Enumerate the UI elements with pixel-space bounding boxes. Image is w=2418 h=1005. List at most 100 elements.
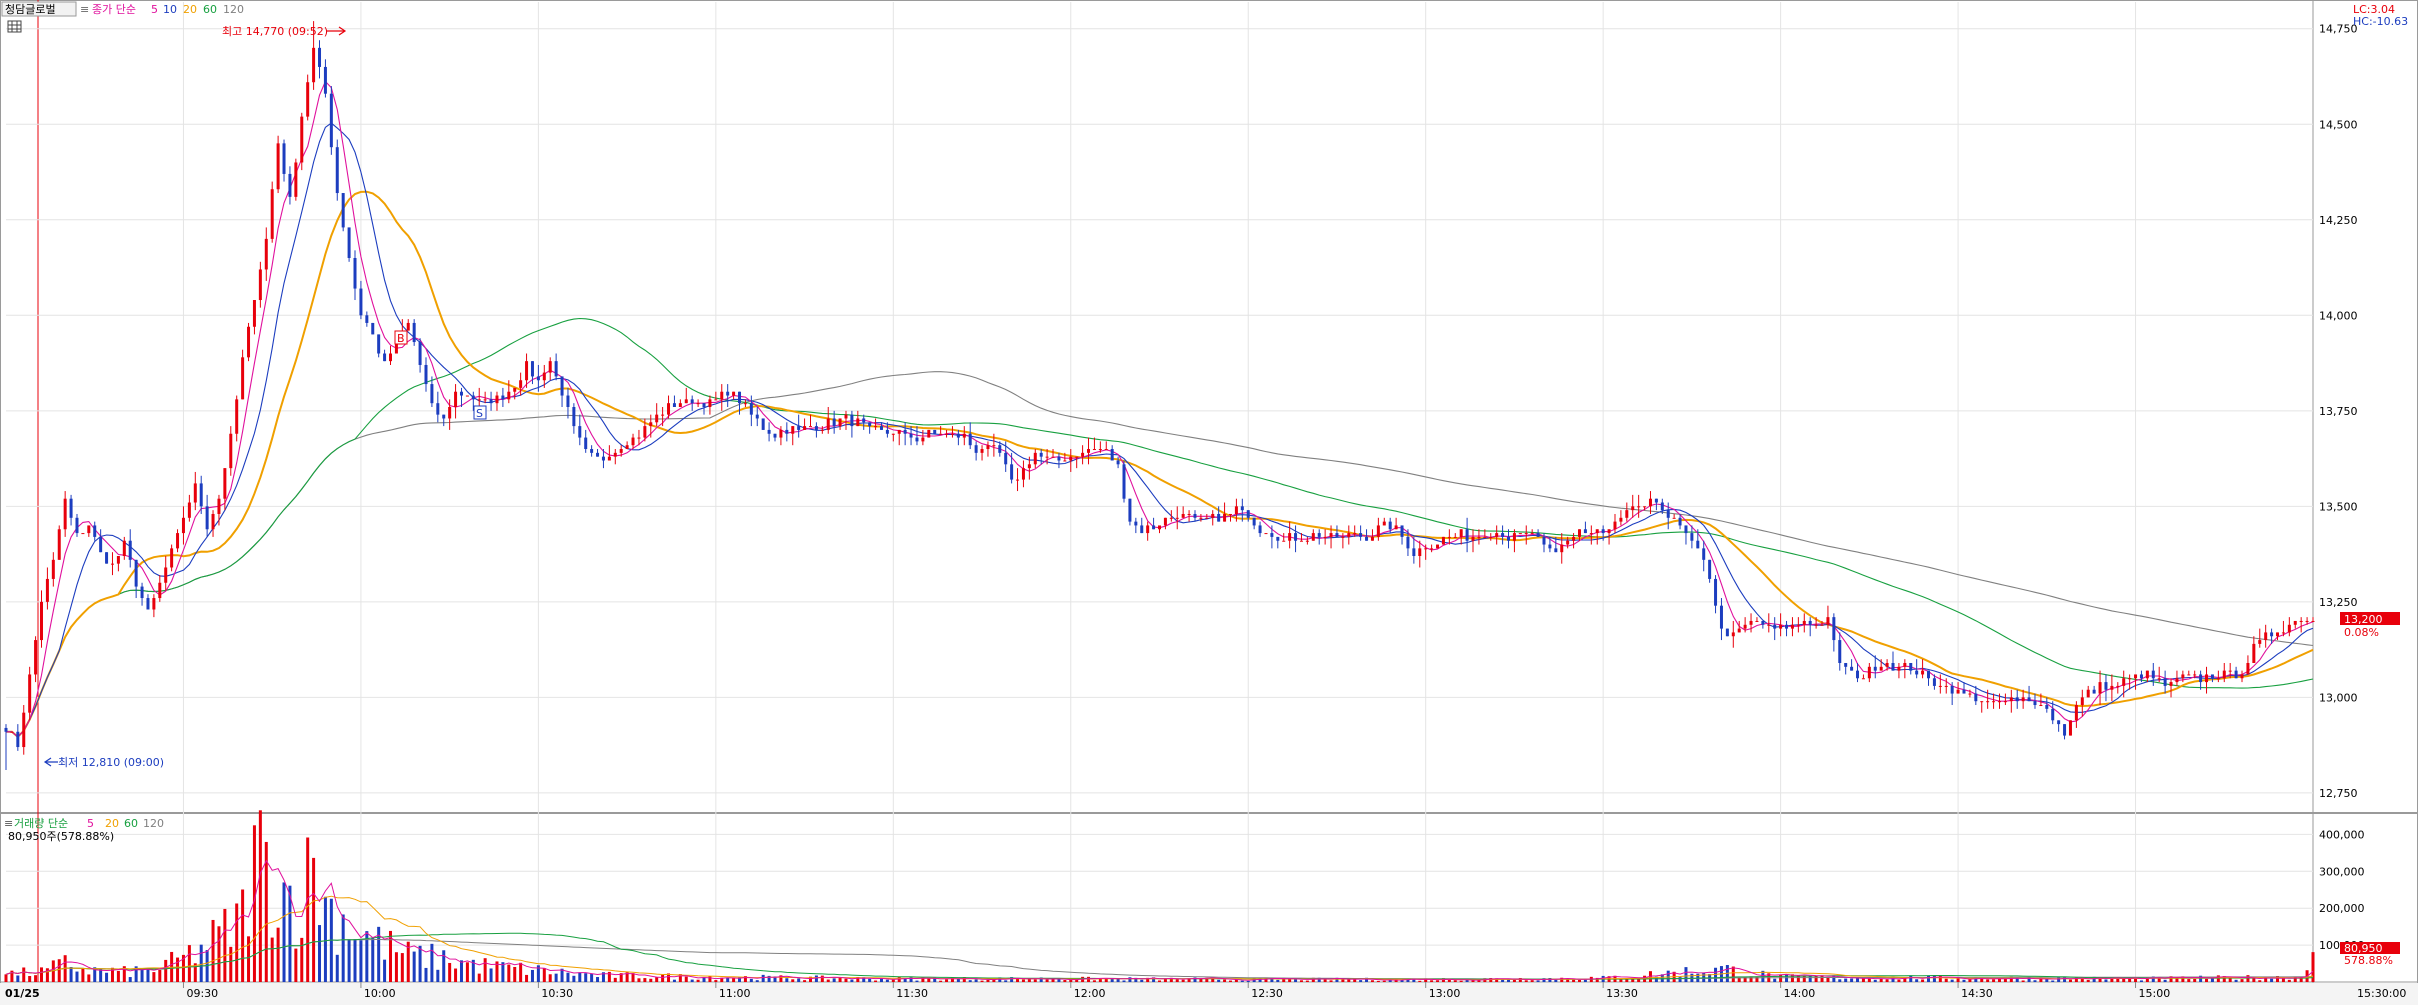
candle-body[interactable]	[1359, 533, 1363, 537]
candle-body[interactable]	[170, 548, 174, 568]
volume-bar[interactable]	[436, 969, 440, 982]
volume-bar[interactable]	[1921, 979, 1925, 982]
volume-bar[interactable]	[1193, 977, 1197, 982]
volume-bar[interactable]	[1891, 976, 1895, 982]
volume-bar[interactable]	[483, 958, 487, 982]
candle-body[interactable]	[797, 426, 801, 430]
candle-body[interactable]	[525, 361, 529, 381]
candle-body[interactable]	[560, 376, 564, 396]
volume-bar[interactable]	[566, 972, 570, 982]
candle-body[interactable]	[1187, 513, 1191, 515]
volume-bar[interactable]	[459, 960, 463, 982]
candle-body[interactable]	[1643, 506, 1647, 508]
candle-body[interactable]	[2305, 620, 2309, 622]
candle-body[interactable]	[897, 429, 901, 434]
candle-body[interactable]	[1305, 540, 1309, 542]
volume-bar[interactable]	[34, 975, 38, 982]
candle-body[interactable]	[1033, 452, 1037, 465]
candle-body[interactable]	[1619, 517, 1623, 522]
candle-body[interactable]	[1163, 517, 1167, 526]
volume-bar[interactable]	[1518, 977, 1522, 982]
candle-body[interactable]	[241, 357, 245, 400]
candle-body[interactable]	[1323, 536, 1327, 538]
volume-bar[interactable]	[2145, 977, 2149, 982]
candle-body[interactable]	[51, 559, 55, 579]
candle-body[interactable]	[2210, 674, 2214, 679]
volume-bar[interactable]	[1524, 980, 1528, 982]
candle-body[interactable]	[501, 395, 505, 400]
candle-body[interactable]	[247, 326, 251, 358]
candle-body[interactable]	[134, 559, 138, 587]
volume-bar[interactable]	[667, 973, 671, 982]
volume-bar[interactable]	[1288, 979, 1292, 982]
volume-bar[interactable]	[1406, 978, 1410, 982]
candle-body[interactable]	[1199, 517, 1203, 519]
candle-body[interactable]	[270, 189, 274, 239]
candle-body[interactable]	[217, 498, 221, 514]
volume-bar[interactable]	[1731, 966, 1735, 982]
candle-body[interactable]	[495, 395, 499, 404]
volume-bar[interactable]	[1128, 977, 1132, 982]
volume-bar[interactable]	[1583, 979, 1587, 982]
volume-bar[interactable]	[1228, 980, 1232, 982]
volume-bar[interactable]	[258, 810, 262, 982]
volume-bar[interactable]	[726, 977, 730, 982]
volume-bar[interactable]	[2057, 977, 2061, 982]
volume-bar[interactable]	[471, 959, 475, 982]
candle-body[interactable]	[1217, 513, 1221, 522]
candle-body[interactable]	[471, 395, 475, 400]
volume-bar[interactable]	[389, 930, 392, 982]
volume-bar[interactable]	[1548, 978, 1552, 982]
candle-body[interactable]	[1471, 536, 1475, 541]
candle-body[interactable]	[459, 391, 463, 396]
volume-bar[interactable]	[2240, 979, 2244, 982]
candle-body[interactable]	[1365, 536, 1369, 541]
candle-body[interactable]	[643, 426, 647, 438]
candle-body[interactable]	[1826, 617, 1830, 625]
candle-body[interactable]	[1465, 529, 1469, 541]
candle-body[interactable]	[1370, 536, 1374, 541]
candle-body[interactable]	[105, 552, 109, 564]
volume-bar[interactable]	[1169, 977, 1173, 982]
candle-body[interactable]	[791, 426, 795, 434]
candle-body[interactable]	[1731, 632, 1735, 637]
volume-bar[interactable]	[584, 973, 588, 982]
volume-bar[interactable]	[1335, 977, 1339, 982]
candle-body[interactable]	[335, 147, 339, 194]
candle-body[interactable]	[1347, 533, 1351, 537]
volume-bar[interactable]	[359, 940, 363, 982]
candle-body[interactable]	[1696, 540, 1700, 549]
candle-body[interactable]	[99, 536, 103, 553]
candle-body[interactable]	[1051, 456, 1055, 458]
candle-body[interactable]	[530, 361, 534, 377]
candle-body[interactable]	[1027, 464, 1031, 469]
candle-body[interactable]	[1690, 533, 1694, 541]
candle-body[interactable]	[2104, 682, 2108, 690]
candle-body[interactable]	[814, 426, 818, 430]
candle-body[interactable]	[34, 640, 38, 675]
volume-bar[interactable]	[93, 967, 97, 982]
volume-bar[interactable]	[454, 968, 458, 982]
candle-body[interactable]	[1879, 666, 1883, 671]
volume-bar[interactable]	[1163, 978, 1167, 982]
candle-body[interactable]	[974, 445, 978, 453]
volume-bar[interactable]	[1276, 979, 1280, 982]
volume-bar[interactable]	[1341, 979, 1345, 982]
volume-bar[interactable]	[2228, 977, 2232, 982]
candle-body[interactable]	[418, 342, 422, 365]
volume-bar[interactable]	[2086, 979, 2090, 982]
volume-bar[interactable]	[1974, 977, 1978, 982]
volume-bar[interactable]	[181, 954, 185, 982]
volume-bar[interactable]	[613, 977, 617, 982]
candle-body[interactable]	[1589, 533, 1593, 535]
candle-body[interactable]	[2252, 643, 2256, 663]
candle-body[interactable]	[992, 445, 996, 447]
candle-body[interactable]	[276, 143, 280, 190]
volume-bar[interactable]	[702, 977, 706, 982]
volume-bar[interactable]	[1087, 976, 1091, 982]
candle-body[interactable]	[726, 391, 730, 396]
candle-body[interactable]	[2145, 670, 2149, 679]
volume-bar[interactable]	[146, 968, 150, 982]
candle-body[interactable]	[146, 598, 150, 610]
